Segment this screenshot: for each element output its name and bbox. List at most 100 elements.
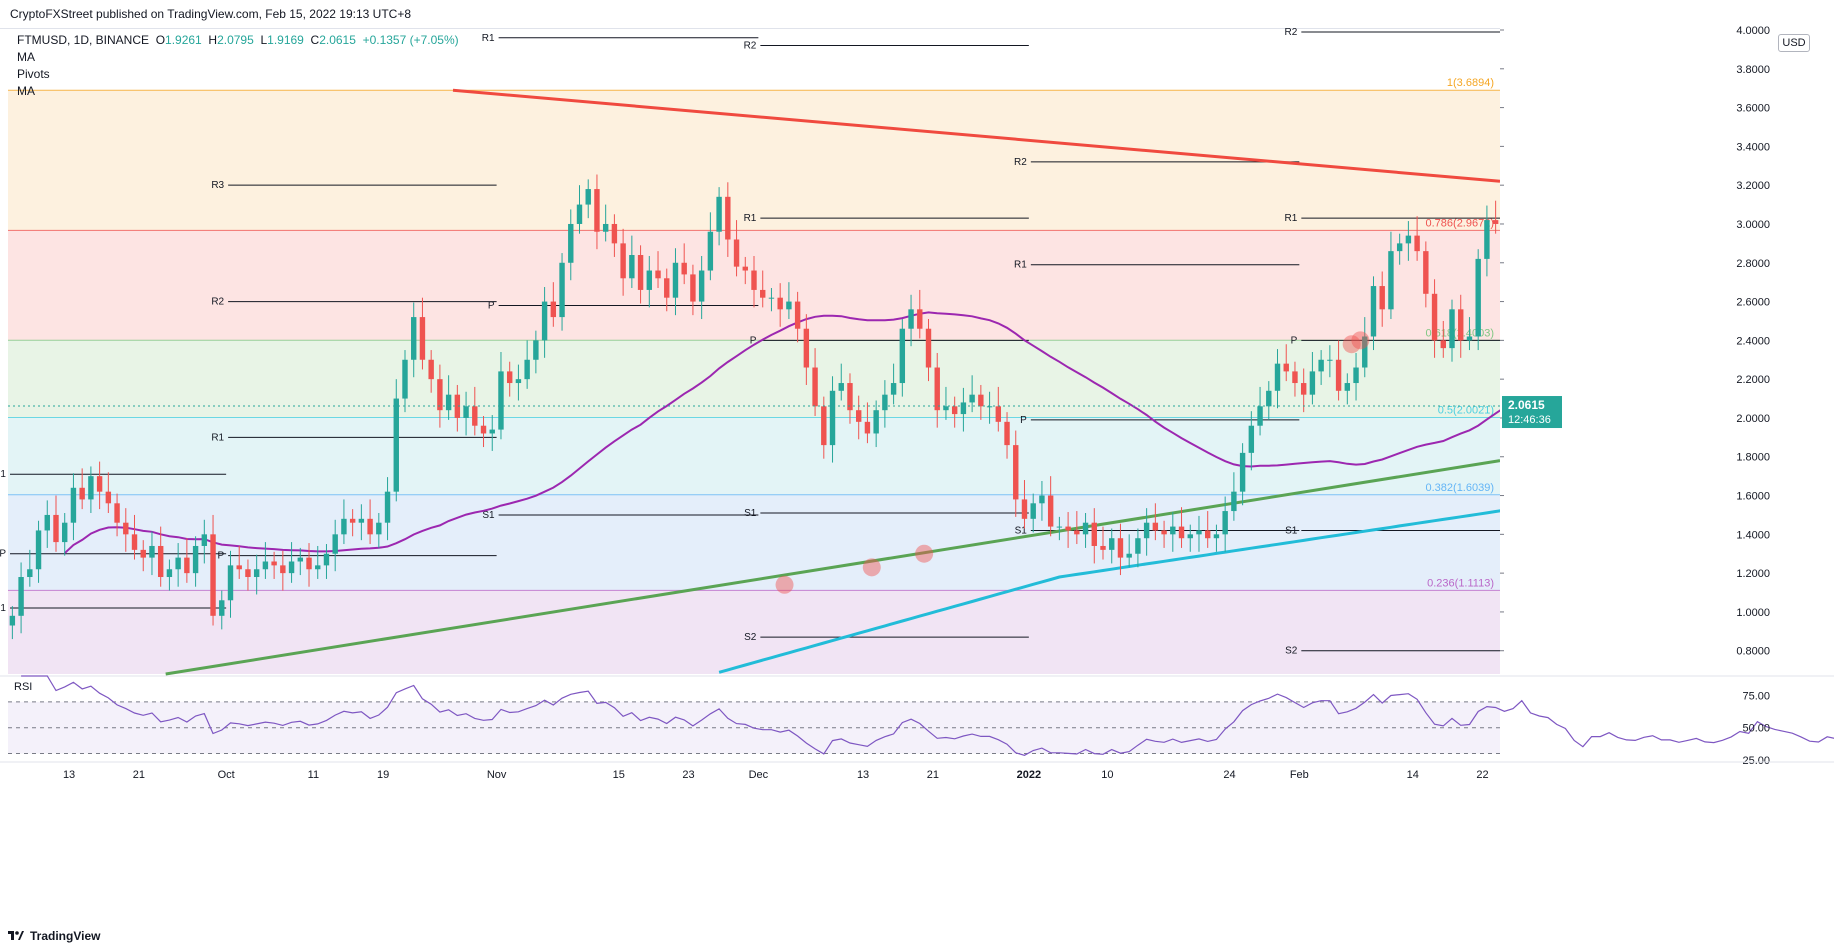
candle-body <box>472 406 478 426</box>
rsi-tick-label: 75.00 <box>1742 690 1770 702</box>
candle-body <box>934 367 940 411</box>
open-value: 1.9261 <box>165 33 202 47</box>
candle-body <box>1161 530 1167 535</box>
price-tick-label: 3.0000 <box>1736 219 1770 231</box>
candle-body <box>411 317 417 360</box>
pivot-points: R1 P S1 R3 R2 R1 P R1 P S1 R2 R1 P S1 S2 R2 R1 P S1 R2 R1 P S1… <box>0 27 1500 657</box>
candle-body <box>454 394 461 418</box>
candle-body <box>96 476 103 492</box>
pivot-label-R1: R1 <box>0 469 6 480</box>
tradingview-logo-icon <box>8 931 24 940</box>
candle-body <box>716 196 722 232</box>
price-tick-label: 2.2000 <box>1736 374 1770 386</box>
candle-body <box>1300 383 1307 395</box>
candle-body <box>1109 538 1115 550</box>
candle-body <box>890 383 897 395</box>
footer: TradingView <box>0 922 1834 950</box>
last-price-countdown: 12:46:36 <box>1508 414 1551 426</box>
candle-body <box>271 561 277 566</box>
candle-body <box>1344 383 1351 391</box>
close-label: C <box>310 33 320 47</box>
time-tick-label: 15 <box>613 769 625 781</box>
symbol-info: FTMUSD, 1D, BINANCE <box>17 33 150 47</box>
candle-body <box>393 398 399 492</box>
candle-body <box>428 359 434 380</box>
pivot-label-S2: S2 <box>744 632 757 643</box>
pivot-label-R1: R1 <box>1285 213 1298 224</box>
candle-body <box>1309 371 1316 395</box>
candle-body <box>297 557 303 562</box>
candle-body <box>140 549 146 558</box>
candle-body <box>742 266 748 271</box>
candle-body <box>1396 243 1403 252</box>
time-tick-label: Dec <box>749 769 769 781</box>
price-axis[interactable]: 4.0000 3.8000 3.6000 3.4000 3.2000 3.0000 2.80… <box>8 25 1834 922</box>
candle-body <box>1065 526 1071 531</box>
candle-body <box>681 262 687 275</box>
fib-label-0.5: 0.5(2.0021) <box>1438 405 1494 417</box>
fib-label-0.382: 0.382(1.6039) <box>1426 482 1495 494</box>
time-tick-label: 13 <box>63 769 75 781</box>
candle-body <box>951 406 958 415</box>
candle-body <box>821 406 827 446</box>
candle-body <box>960 402 967 415</box>
time-tick-label: 23 <box>682 769 694 781</box>
candle-body <box>376 522 382 535</box>
candle-body <box>1458 309 1464 341</box>
candle-body <box>349 518 356 523</box>
time-axis[interactable]: 13 21 Oct 11 19 Nov 15 23 Dec 13 21 2022 10 24 Feb 14 22 <box>0 761 1834 781</box>
high-label: H <box>208 33 218 47</box>
candle-body <box>236 565 242 570</box>
candle-body <box>838 383 844 391</box>
time-tick-label: 14 <box>1407 769 1419 781</box>
candle-body <box>79 487 85 500</box>
candle-body <box>1466 336 1473 341</box>
price-tick-label: 3.8000 <box>1736 64 1770 76</box>
candle-body <box>1196 530 1202 535</box>
publish-header: CryptoFXStreet published on TradingView.… <box>0 0 1834 29</box>
candle-body <box>1379 286 1385 310</box>
candle-body <box>533 340 539 360</box>
pivot-label-P: P <box>1291 335 1298 346</box>
candle-body <box>306 557 312 570</box>
candle-body <box>498 371 504 430</box>
indicator-ma-1[interactable]: MA <box>17 50 35 64</box>
candle-body <box>506 371 513 384</box>
candle-body <box>1257 406 1263 426</box>
change-value: +0.1357 (+7.05%) <box>362 33 459 47</box>
candle-body <box>367 518 373 535</box>
candle-body <box>1423 251 1429 294</box>
low-label: L <box>260 33 268 47</box>
pivot-label-R2: R2 <box>1014 157 1027 168</box>
trendlines[interactable] <box>165 88 1501 676</box>
pivot-label-S1: S1 <box>0 603 6 614</box>
candle-body <box>1013 445 1019 500</box>
price-tick-label: 1.0000 <box>1736 607 1770 619</box>
high-value: 2.0795 <box>217 33 254 47</box>
candle-body <box>445 394 452 411</box>
indicator-ma-2[interactable]: MA <box>17 84 35 98</box>
highlight-marker <box>915 544 934 563</box>
currency-badge[interactable]: USD <box>1778 34 1810 52</box>
candle-body <box>943 406 949 411</box>
candle-body <box>1143 522 1150 539</box>
price-chart[interactable]: 1(3.6894)0.786(2.9672)0.618(2.4003)0.5(2… <box>0 0 1834 922</box>
candle-body <box>995 406 1002 422</box>
fib-band-0.618 <box>8 340 1500 418</box>
candle-body <box>1239 452 1246 492</box>
candle-body <box>1335 359 1342 391</box>
candle-body <box>44 514 50 531</box>
time-tick-label: 22 <box>1476 769 1488 781</box>
candle-body <box>568 223 574 263</box>
indicator-pivots[interactable]: Pivots <box>17 67 50 81</box>
candle-body <box>1039 495 1045 504</box>
candle-body <box>262 561 269 570</box>
fib-band-0.5 <box>8 417 1500 495</box>
candle-body <box>602 223 609 232</box>
candle-body <box>323 553 330 566</box>
price-tick-label: 2.8000 <box>1736 258 1770 270</box>
pivot-label-P: P <box>217 551 224 562</box>
candle-body <box>690 274 696 302</box>
candle-body <box>53 514 59 543</box>
candle-body <box>1353 367 1359 384</box>
